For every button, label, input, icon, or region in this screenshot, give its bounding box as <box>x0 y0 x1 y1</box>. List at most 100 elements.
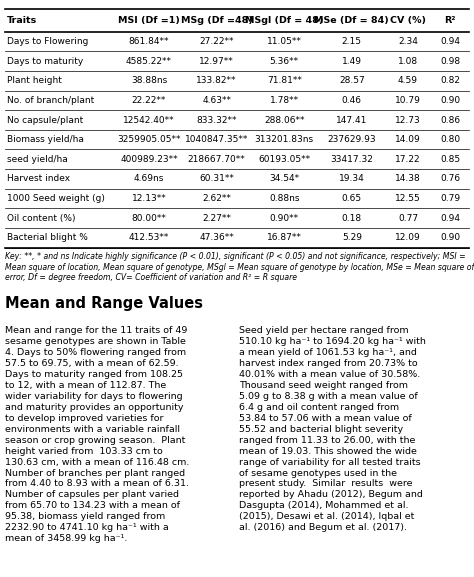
Text: No capsule/plant: No capsule/plant <box>7 115 83 125</box>
Text: 0.80: 0.80 <box>440 135 460 144</box>
Text: 2.34: 2.34 <box>398 37 418 46</box>
Text: 5.36**: 5.36** <box>270 57 299 66</box>
Text: 0.82: 0.82 <box>440 76 460 85</box>
Text: 237629.93: 237629.93 <box>328 135 376 144</box>
Text: 12.73: 12.73 <box>395 115 421 125</box>
Text: 14.09: 14.09 <box>395 135 421 144</box>
Text: 4585.22**: 4585.22** <box>126 57 172 66</box>
Text: 27.22**: 27.22** <box>200 37 234 46</box>
Text: 19.34: 19.34 <box>339 174 365 183</box>
Text: 57.5 to 69.75, with a mean of 62.59.: 57.5 to 69.75, with a mean of 62.59. <box>5 359 178 368</box>
Bar <box>5 149 469 169</box>
Text: Oil content (%): Oil content (%) <box>7 213 75 223</box>
Bar <box>5 51 469 71</box>
Text: 313201.83ns: 313201.83ns <box>255 135 314 144</box>
Text: 0.88ns: 0.88ns <box>269 194 300 203</box>
Text: 5.29: 5.29 <box>342 233 362 242</box>
Text: to develop improved varieties for: to develop improved varieties for <box>5 414 163 423</box>
Text: 12.97**: 12.97** <box>199 57 234 66</box>
Text: 80.00**: 80.00** <box>131 213 166 223</box>
Text: Mean and range for the 11 traits of 49: Mean and range for the 11 traits of 49 <box>5 326 187 335</box>
Text: of sesame genotypes used in the: of sesame genotypes used in the <box>239 469 397 478</box>
Text: ranged from 11.33 to 26.00, with the: ranged from 11.33 to 26.00, with the <box>239 436 416 445</box>
Text: range of variability for all tested traits: range of variability for all tested trai… <box>239 458 421 467</box>
Bar <box>5 130 469 149</box>
Text: mean of 3458.99 kg ha⁻¹.: mean of 3458.99 kg ha⁻¹. <box>5 534 127 544</box>
Text: to 12, with a mean of 112.87. The: to 12, with a mean of 112.87. The <box>5 381 166 390</box>
Text: Number of capsules per plant varied: Number of capsules per plant varied <box>5 490 179 500</box>
Text: 1.49: 1.49 <box>342 57 362 66</box>
Text: 0.90: 0.90 <box>440 233 460 242</box>
Text: 12.55: 12.55 <box>395 194 421 203</box>
Text: R²: R² <box>445 16 456 25</box>
Text: 0.79: 0.79 <box>440 194 460 203</box>
Text: 6.4 g and oil content ranged from: 6.4 g and oil content ranged from <box>239 403 400 412</box>
Text: Thousand seed weight ranged from: Thousand seed weight ranged from <box>239 381 409 390</box>
Text: 412.53**: 412.53** <box>129 233 169 242</box>
Text: 12.09: 12.09 <box>395 233 421 242</box>
Bar <box>5 189 469 208</box>
Text: 38.88ns: 38.88ns <box>131 76 167 85</box>
Text: 0.18: 0.18 <box>342 213 362 223</box>
Text: 0.94: 0.94 <box>440 37 460 46</box>
Text: 0.86: 0.86 <box>440 115 460 125</box>
Text: 0.77: 0.77 <box>398 213 418 223</box>
Text: Seed yield per hectare ranged from: Seed yield per hectare ranged from <box>239 326 409 335</box>
Text: 0.98: 0.98 <box>440 57 460 66</box>
Text: 4.69ns: 4.69ns <box>134 174 164 183</box>
Text: 4.63**: 4.63** <box>202 96 231 105</box>
Text: 147.41: 147.41 <box>336 115 367 125</box>
Text: wider variability for days to flowering: wider variability for days to flowering <box>5 392 182 401</box>
Text: 12.13**: 12.13** <box>132 194 166 203</box>
Text: 95.38, biomass yield ranged from: 95.38, biomass yield ranged from <box>5 512 165 522</box>
Text: 34.54*: 34.54* <box>269 174 299 183</box>
Text: height varied from  103.33 cm to: height varied from 103.33 cm to <box>5 447 163 456</box>
Text: Key: **, * and ns Indicate highly significance (P < 0.01), significant (P < 0.05: Key: **, * and ns Indicate highly signif… <box>5 252 465 261</box>
Text: season or crop growing season.  Plant: season or crop growing season. Plant <box>5 436 185 445</box>
Text: 218667.70**: 218667.70** <box>188 155 246 164</box>
Text: 53.84 to 57.06 with a mean value of: 53.84 to 57.06 with a mean value of <box>239 414 412 423</box>
Text: 1.08: 1.08 <box>398 57 418 66</box>
Bar <box>5 169 469 189</box>
Text: 12542.40**: 12542.40** <box>123 115 175 125</box>
Text: Traits: Traits <box>7 16 37 25</box>
Text: Mean and Range Values: Mean and Range Values <box>5 296 203 311</box>
Text: 400989.23**: 400989.23** <box>120 155 178 164</box>
Text: 2.15: 2.15 <box>342 37 362 46</box>
Text: 0.46: 0.46 <box>342 96 362 105</box>
Text: Dasgupta (2014), Mohammed et al.: Dasgupta (2014), Mohammed et al. <box>239 501 409 511</box>
Text: from 4.40 to 8.93 with a mean of 6.31.: from 4.40 to 8.93 with a mean of 6.31. <box>5 479 189 489</box>
Bar <box>5 228 469 248</box>
Bar <box>5 110 469 130</box>
Text: 510.10 kg ha⁻¹ to 1694.20 kg ha⁻¹ with: 510.10 kg ha⁻¹ to 1694.20 kg ha⁻¹ with <box>239 337 426 346</box>
Text: seed yield/ha: seed yield/ha <box>7 155 67 164</box>
Bar <box>5 71 469 91</box>
Text: 1.78**: 1.78** <box>270 96 299 105</box>
Text: 16.87**: 16.87** <box>267 233 301 242</box>
Text: 130.63 cm, with a mean of 116.48 cm.: 130.63 cm, with a mean of 116.48 cm. <box>5 458 189 467</box>
Text: 4. Days to 50% flowering ranged from: 4. Days to 50% flowering ranged from <box>5 348 186 357</box>
Text: present study.  Similar  results  were: present study. Similar results were <box>239 479 413 489</box>
Text: 22.22**: 22.22** <box>132 96 166 105</box>
Text: 0.90: 0.90 <box>440 96 460 105</box>
Text: 0.94: 0.94 <box>440 213 460 223</box>
Text: Harvest index: Harvest index <box>7 174 70 183</box>
Text: 833.32**: 833.32** <box>196 115 237 125</box>
Bar <box>5 32 469 51</box>
Text: 288.06**: 288.06** <box>264 115 304 125</box>
Text: reported by Ahadu (2012), Begum and: reported by Ahadu (2012), Begum and <box>239 490 423 500</box>
Text: 5.09 g to 8.38 g with a mean value of: 5.09 g to 8.38 g with a mean value of <box>239 392 418 401</box>
Text: 2.62**: 2.62** <box>202 194 231 203</box>
Text: from 65.70 to 134.23 with a mean of: from 65.70 to 134.23 with a mean of <box>5 501 180 511</box>
Text: 17.22: 17.22 <box>395 155 421 164</box>
Bar <box>5 91 469 110</box>
Text: 3259905.05**: 3259905.05** <box>117 135 181 144</box>
Text: 2.27**: 2.27** <box>202 213 231 223</box>
Text: 0.76: 0.76 <box>440 174 460 183</box>
Text: 4.59: 4.59 <box>398 76 418 85</box>
Text: 0.85: 0.85 <box>440 155 460 164</box>
Text: 1040847.35**: 1040847.35** <box>185 135 248 144</box>
Text: 0.65: 0.65 <box>342 194 362 203</box>
Text: 55.52 and bacterial blight severity: 55.52 and bacterial blight severity <box>239 425 403 434</box>
Text: No. of branch/plant: No. of branch/plant <box>7 96 94 105</box>
